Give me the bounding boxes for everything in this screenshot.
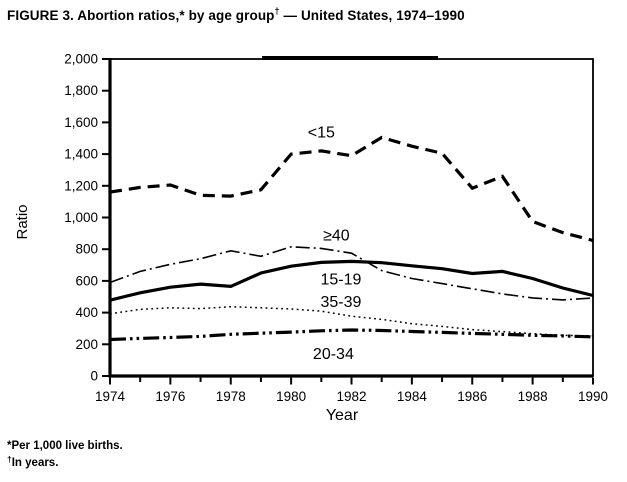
dagger-superscript: † bbox=[274, 6, 280, 16]
series-label-under-15: <15 bbox=[308, 124, 335, 141]
y-tick-label: 1,000 bbox=[64, 210, 98, 225]
y-tick-label: 800 bbox=[75, 242, 98, 257]
series-line-20-34 bbox=[109, 328, 594, 342]
footnote-in-years-text: In years. bbox=[11, 457, 59, 469]
dagger-icon: † bbox=[7, 454, 12, 464]
y-tick-label: 1,400 bbox=[64, 147, 98, 162]
y-tick-label: 1,200 bbox=[64, 178, 98, 193]
x-tick-label: 1976 bbox=[155, 389, 185, 404]
y-tick-label: 400 bbox=[75, 305, 98, 320]
x-tick-label: 1988 bbox=[518, 389, 548, 404]
series-35-39: 35-39 bbox=[109, 294, 594, 337]
series-label-40-and-over: ≥40 bbox=[323, 227, 350, 244]
series-under-15: <15 bbox=[109, 124, 594, 243]
series-label-35-39: 35-39 bbox=[320, 294, 361, 311]
y-tick-label: 0 bbox=[90, 369, 98, 384]
series-label-15-19: 15-19 bbox=[320, 271, 361, 288]
y-axis: 0 200 400 600 800 1,000 1,200 1,400 1,600 1,800 2,… bbox=[64, 52, 110, 384]
footnote-in-years: †In years. bbox=[7, 454, 58, 469]
y-tick-label: 1,800 bbox=[64, 83, 98, 98]
series-40-and-over: ≥40 bbox=[109, 227, 594, 301]
series-15-19: 15-19 bbox=[109, 259, 594, 302]
series-20-34: 20-34 bbox=[109, 328, 594, 363]
x-tick-label: 1980 bbox=[276, 389, 306, 404]
x-tick-label: 1978 bbox=[216, 389, 246, 404]
x-tick-label: 1990 bbox=[578, 389, 608, 404]
y-axis-title: Ratio bbox=[14, 204, 31, 240]
figure-title-suffix: — United States, 1974–1990 bbox=[279, 8, 465, 23]
x-tick-label: 1984 bbox=[397, 389, 428, 404]
series-label-20-34: 20-34 bbox=[313, 346, 354, 363]
x-tick-label: 1986 bbox=[457, 389, 487, 404]
footnote-per-1000-births: *Per 1,000 live births. bbox=[7, 440, 123, 452]
y-tick-label: 600 bbox=[75, 273, 98, 288]
x-tick-label: 1974 bbox=[95, 389, 126, 404]
series-line-40-and-over bbox=[109, 245, 594, 301]
series-line-under-15 bbox=[109, 135, 594, 243]
x-tick-label: 1982 bbox=[336, 389, 366, 404]
x-axis: 1974 1976 1978 1980 1982 1984 1986 1988 1990 bbox=[95, 377, 608, 404]
x-axis-title: Year bbox=[325, 407, 359, 424]
y-tick-label: 1,600 bbox=[64, 115, 98, 130]
y-tick-label: 2,000 bbox=[64, 52, 98, 67]
figure-title: FIGURE 3. Abortion ratios,* by age group… bbox=[7, 6, 465, 23]
y-tick-label: 200 bbox=[75, 337, 98, 352]
figure-title-text: FIGURE 3. Abortion ratios,* by age group bbox=[7, 8, 275, 23]
plot-frame bbox=[108, 56, 594, 378]
series-line-15-19 bbox=[109, 259, 594, 302]
